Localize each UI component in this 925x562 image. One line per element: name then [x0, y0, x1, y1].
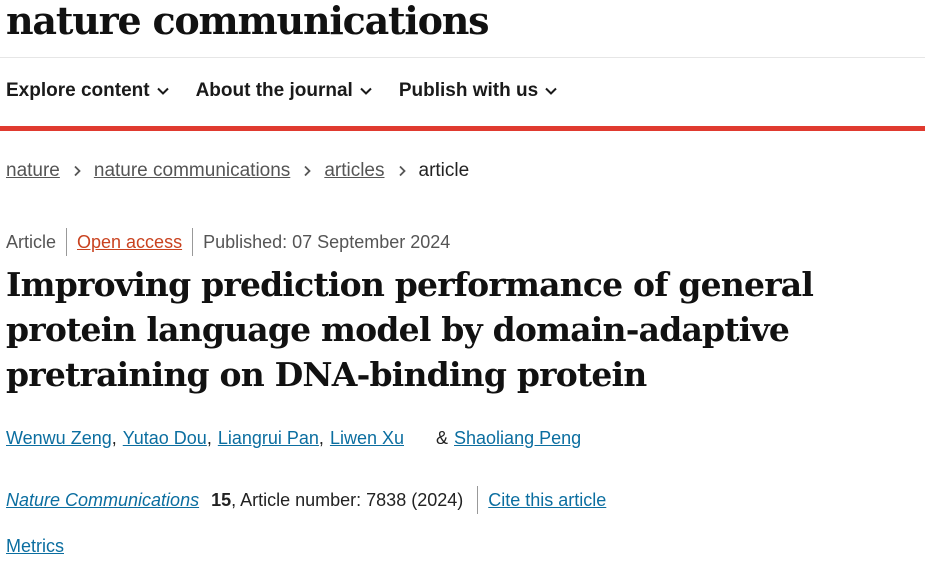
- volume-number: 15: [211, 489, 232, 510]
- journal-logo[interactable]: nature communications: [6, 0, 490, 43]
- author-list: Wenwu Zeng, Yutao Dou, Liangrui Pan, Liw…: [6, 428, 581, 449]
- meta-divider: [192, 228, 194, 256]
- author-link[interactable]: Yutao Dou: [122, 428, 207, 448]
- published-date: Published: 07 September 2024: [203, 231, 451, 252]
- citation-line: Nature Communications 15 , Article numbe…: [6, 486, 606, 514]
- breadcrumb-articles[interactable]: articles: [324, 160, 385, 181]
- author-link[interactable]: Liwen Xu: [329, 428, 404, 448]
- nav-about-journal-label: About the journal: [195, 80, 353, 101]
- author-link[interactable]: Wenwu Zeng: [6, 428, 112, 448]
- nav-explore-content[interactable]: Explore content: [6, 80, 170, 102]
- author-link[interactable]: Liangrui Pan: [217, 428, 319, 448]
- nav-about-journal[interactable]: About the journal: [196, 80, 373, 102]
- chevron-right-icon: [74, 165, 81, 177]
- breadcrumb: nature nature communications articles ar…: [6, 160, 469, 182]
- author-separator: ,: [111, 428, 117, 448]
- open-access-link[interactable]: Open access: [77, 231, 183, 252]
- meta-divider: [66, 228, 68, 256]
- author-ampersand: &: [436, 428, 449, 448]
- chevron-right-icon: [398, 165, 406, 177]
- main-nav: Explore content About the journal Publis…: [6, 80, 558, 102]
- author-link[interactable]: Shaoliang Peng: [454, 428, 582, 448]
- breadcrumb-current: article: [418, 160, 470, 181]
- breadcrumb-nature[interactable]: nature: [6, 160, 60, 181]
- metrics-link[interactable]: Metrics: [6, 536, 64, 556]
- breadcrumb-nature-communications[interactable]: nature communications: [93, 160, 291, 181]
- journal-link[interactable]: Nature Communications: [6, 489, 200, 510]
- article-title: Improving prediction performance of gene…: [6, 265, 814, 394]
- nav-explore-content-label: Explore content: [6, 80, 150, 101]
- chevron-down-icon: [156, 87, 169, 95]
- accent-bar: [0, 126, 925, 131]
- nav-publish-with-us-label: Publish with us: [398, 80, 539, 101]
- author-separator: ,: [318, 428, 324, 448]
- cite-this-article-link[interactable]: Cite this article: [488, 489, 607, 510]
- chevron-down-icon: [360, 87, 372, 95]
- header-divider: [0, 57, 925, 58]
- article-meta: Article Open access Published: 07 Septem…: [6, 228, 450, 256]
- chevron-down-icon: [545, 87, 557, 95]
- author-separator: ,: [206, 428, 212, 448]
- chevron-right-icon: [304, 165, 312, 177]
- article-number: , Article number: 7838 (2024): [231, 489, 464, 510]
- citation-divider: [477, 486, 479, 514]
- article-type: Article: [6, 231, 57, 252]
- nav-publish-with-us[interactable]: Publish with us: [399, 80, 558, 102]
